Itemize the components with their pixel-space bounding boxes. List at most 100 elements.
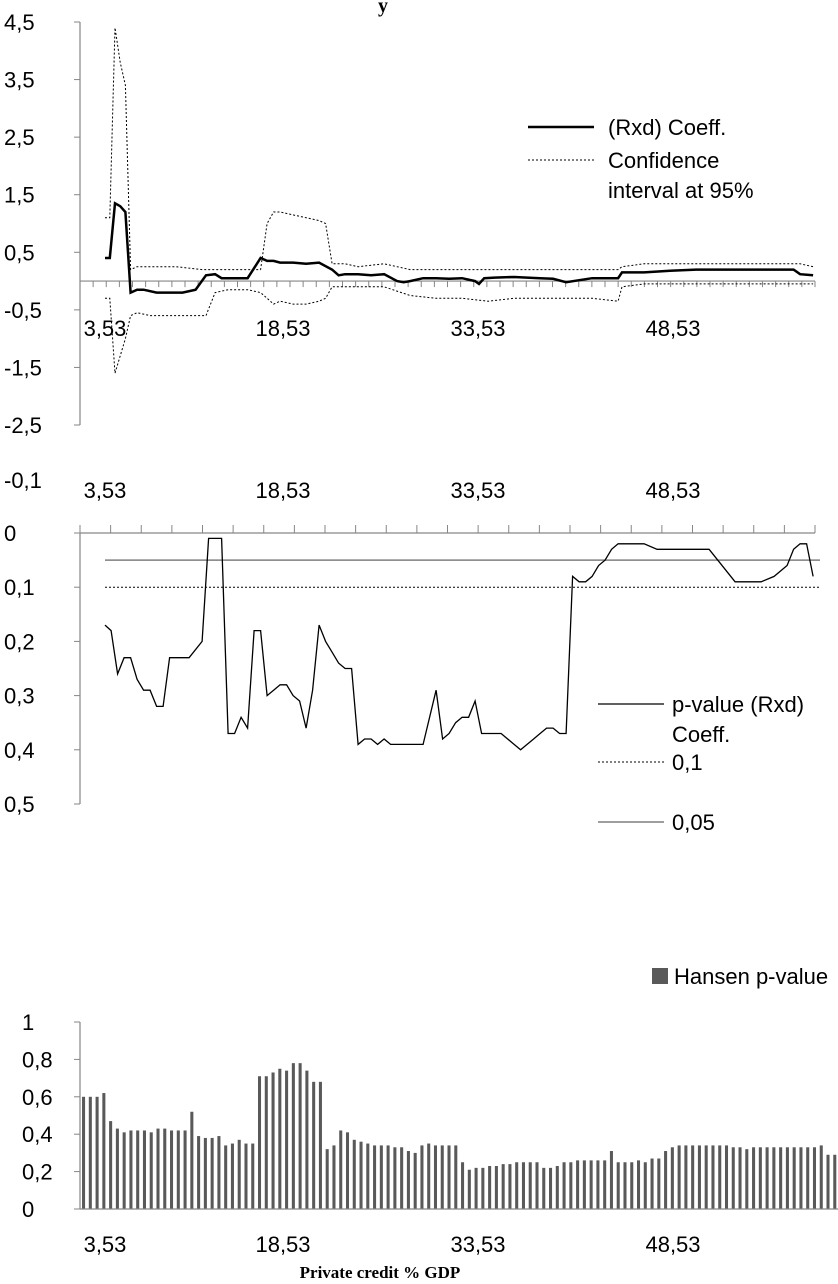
y-tick-label: 1 (22, 1010, 34, 1035)
bar (447, 1145, 451, 1209)
bar (515, 1162, 519, 1209)
legend-label-coeff: (Rxd) Coeff. (608, 115, 726, 140)
bar (393, 1147, 397, 1209)
bar (271, 1072, 275, 1209)
bar (481, 1167, 485, 1209)
bar (88, 1096, 92, 1209)
bar (508, 1164, 512, 1209)
y-tick-label: -1,5 (4, 355, 42, 380)
x-tick-label: 48,53 (645, 478, 700, 503)
bar (115, 1128, 119, 1209)
bar (379, 1145, 383, 1209)
bar (440, 1145, 444, 1209)
legend: Hansen p-value (652, 964, 828, 989)
bar (129, 1130, 133, 1209)
bar (95, 1096, 99, 1209)
bar (345, 1132, 350, 1209)
bar (670, 1147, 674, 1209)
bar (630, 1162, 634, 1209)
legend-label-ci-line2: interval at 95% (608, 178, 754, 203)
y-tick-label: 0,2 (4, 629, 35, 654)
bar (799, 1147, 803, 1209)
bar (582, 1160, 586, 1209)
bar (664, 1151, 668, 1209)
bar (609, 1151, 613, 1209)
x-tick-label: 33,53 (450, 478, 505, 503)
bar (373, 1145, 377, 1209)
bar (352, 1139, 356, 1209)
bar (454, 1145, 458, 1209)
bar (400, 1147, 404, 1209)
x-tick-label: 33,53 (450, 316, 505, 341)
bar (657, 1158, 661, 1209)
bar (197, 1136, 201, 1209)
bar (305, 1070, 309, 1209)
y-tick-label: -2,5 (4, 413, 42, 438)
bar (576, 1160, 580, 1209)
bar (230, 1143, 234, 1209)
bar (251, 1143, 255, 1209)
bar (142, 1130, 146, 1209)
bar (819, 1145, 823, 1209)
bar (501, 1164, 505, 1209)
y-tick-label: 0,5 (4, 792, 35, 817)
y-tick-label: 0,3 (4, 684, 35, 709)
bar (224, 1145, 228, 1209)
bar (406, 1151, 410, 1209)
bar (467, 1169, 471, 1209)
bar (697, 1145, 701, 1209)
bar (806, 1147, 810, 1209)
bar (650, 1158, 654, 1209)
legend: (Rxd) Coeff. Confidence interval at 95% (528, 115, 754, 203)
x-tick-label: 48,53 (645, 1232, 700, 1257)
y-tick-label: 1,5 (4, 183, 35, 208)
bar (528, 1162, 532, 1209)
bar (366, 1143, 370, 1209)
bar (711, 1145, 715, 1209)
bar (677, 1145, 681, 1209)
bar (156, 1128, 160, 1209)
bar (285, 1070, 289, 1209)
bar (461, 1162, 465, 1209)
pvalue-chart: -0,100,10,20,30,40,53,53 18,53 33,53 48,53 … (4, 468, 820, 835)
bar (332, 1145, 336, 1209)
bar (339, 1130, 343, 1209)
legend-label-01: 0,1 (672, 750, 703, 775)
bar (494, 1165, 498, 1209)
bar (264, 1076, 268, 1209)
bar (109, 1121, 113, 1209)
bar (684, 1145, 688, 1209)
series-coeff (105, 201, 814, 295)
bar (752, 1147, 756, 1209)
bar (738, 1147, 742, 1209)
bar (325, 1149, 329, 1209)
y-tick-label: -0,1 (4, 468, 42, 493)
x-tick-label: 48,53 (645, 316, 700, 341)
bar (122, 1132, 126, 1209)
y-tick-label: 0,5 (4, 240, 35, 265)
bar (758, 1147, 762, 1209)
bar (474, 1167, 478, 1209)
bar (237, 1139, 241, 1209)
bar (203, 1137, 207, 1209)
legend-swatch-hansen (652, 968, 668, 984)
bar (183, 1130, 187, 1209)
bar (278, 1068, 282, 1209)
bar (427, 1143, 431, 1209)
bar (190, 1111, 194, 1209)
bar (691, 1145, 695, 1209)
bar (433, 1145, 438, 1209)
bar (82, 1096, 86, 1209)
bar (826, 1154, 830, 1209)
bar (636, 1160, 641, 1209)
legend-label-005: 0,05 (672, 810, 715, 835)
y-tick-label: 0,2 (22, 1160, 53, 1185)
bar (291, 1063, 295, 1209)
bar (724, 1145, 729, 1209)
series-pvalue (104, 537, 814, 751)
bar (765, 1147, 769, 1209)
legend-label-hansen: Hansen p-value (674, 964, 828, 989)
x-axis-title: Private credit % GDP (300, 1263, 461, 1282)
x-tick-label: 3,53 (84, 1232, 127, 1257)
